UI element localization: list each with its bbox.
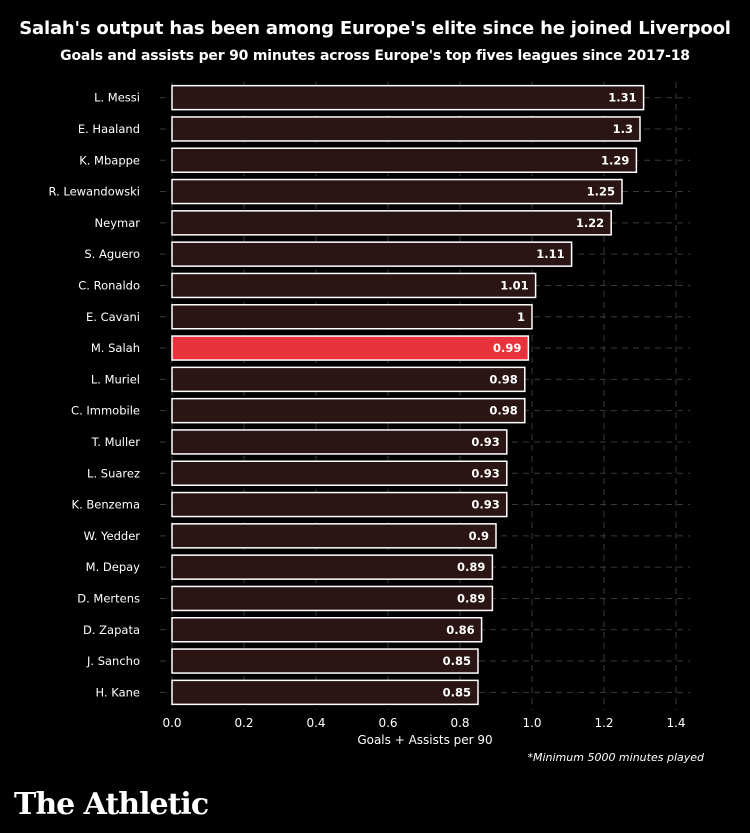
bar-highlight — [171, 335, 530, 361]
chart-subtitle: Goals and assists per 90 minutes across … — [60, 48, 690, 64]
bar — [171, 147, 638, 173]
category-label: Neymar — [95, 216, 141, 230]
bars — [171, 84, 645, 706]
bar — [171, 178, 623, 205]
bar — [171, 523, 497, 549]
chart-title: Salah's output has been among Europe's e… — [19, 18, 731, 39]
value-label: 1.31 — [608, 91, 636, 105]
bar — [171, 491, 508, 518]
category-label: R. Lewandowski — [48, 185, 140, 199]
category-label: J. Sancho — [86, 654, 140, 668]
x-tick-label: 0.4 — [306, 716, 325, 730]
bar — [171, 84, 645, 111]
value-label: 1.11 — [536, 247, 564, 261]
value-label: 1.01 — [500, 278, 528, 292]
bar — [171, 460, 508, 486]
category-label: L. Suarez — [87, 466, 140, 480]
value-label: 0.85 — [443, 685, 471, 699]
category-label: M. Salah — [91, 341, 140, 355]
bar — [171, 617, 483, 643]
category-label: S. Aguero — [84, 247, 140, 261]
bar — [171, 272, 537, 299]
category-label: C. Ronaldo — [78, 278, 140, 292]
value-label: 1 — [517, 310, 525, 324]
bar — [171, 554, 494, 580]
x-tick-label: 0.2 — [234, 716, 253, 730]
category-label: T. Muller — [91, 435, 141, 449]
bar — [171, 648, 479, 674]
category-label: D. Mertens — [77, 591, 140, 605]
category-label: L. Messi — [94, 91, 140, 105]
x-tick-label: 0.0 — [162, 716, 181, 730]
category-label: E. Haaland — [78, 122, 140, 136]
category-label: K. Benzema — [72, 498, 140, 512]
x-tick-label: 1.4 — [666, 716, 685, 730]
bar — [171, 210, 612, 236]
category-label: L. Muriel — [91, 372, 140, 386]
bar — [171, 397, 526, 424]
x-axis-ticks: 0.0 0.2 0.4 0.6 0.8 1.0 1.2 1.4 — [162, 716, 685, 730]
x-tick-label: 1.2 — [594, 716, 613, 730]
value-label: 0.93 — [471, 498, 499, 512]
value-label: 0.98 — [489, 404, 517, 418]
bar — [171, 241, 573, 267]
value-label: 0.86 — [446, 623, 474, 637]
value-label: 0.89 — [457, 591, 485, 605]
value-label: 1.3 — [613, 122, 633, 136]
x-tick-label: 1.0 — [522, 716, 541, 730]
x-tick-label: 0.8 — [450, 716, 469, 730]
category-label: M. Depay — [86, 560, 141, 574]
grid-lines — [160, 82, 690, 710]
category-label: D. Zapata — [83, 623, 140, 637]
value-label: 0.9 — [469, 529, 489, 543]
bar — [171, 429, 508, 455]
bar — [171, 366, 526, 393]
category-label: E. Cavani — [86, 310, 140, 324]
footnote: *Minimum 5000 minutes played — [527, 751, 704, 764]
value-label: 0.93 — [471, 466, 499, 480]
value-label: 0.99 — [493, 341, 521, 355]
category-label: H. Kane — [95, 685, 140, 699]
value-label: 0.93 — [471, 435, 499, 449]
bar — [171, 304, 533, 330]
category-labels: L. Messi E. Haaland K. Mbappe R. Lewandowsk… — [48, 91, 140, 700]
bar — [171, 679, 479, 706]
bar-chart: L. Messi E. Haaland K. Mbappe R. Lewandowsk… — [48, 82, 690, 747]
category-label: C. Immobile — [71, 404, 140, 418]
x-axis-label: Goals + Assists per 90 — [357, 733, 492, 747]
value-label: 0.85 — [443, 654, 471, 668]
bar — [171, 585, 494, 612]
value-label: 1.22 — [576, 216, 604, 230]
value-labels: 1.31 1.3 1.29 1.25 1.22 1.11 1.01 1 0.99 0.98 0.98… — [443, 91, 637, 700]
value-label: 1.25 — [587, 185, 615, 199]
brand-logo: The Athletic — [14, 787, 209, 822]
category-label: K. Mbappe — [79, 153, 140, 167]
category-label: W. Yedder — [84, 529, 141, 543]
value-label: 1.29 — [601, 153, 629, 167]
x-tick-label: 0.6 — [378, 716, 397, 730]
bar — [171, 116, 641, 142]
value-label: 0.98 — [489, 372, 517, 386]
value-label: 0.89 — [457, 560, 485, 574]
